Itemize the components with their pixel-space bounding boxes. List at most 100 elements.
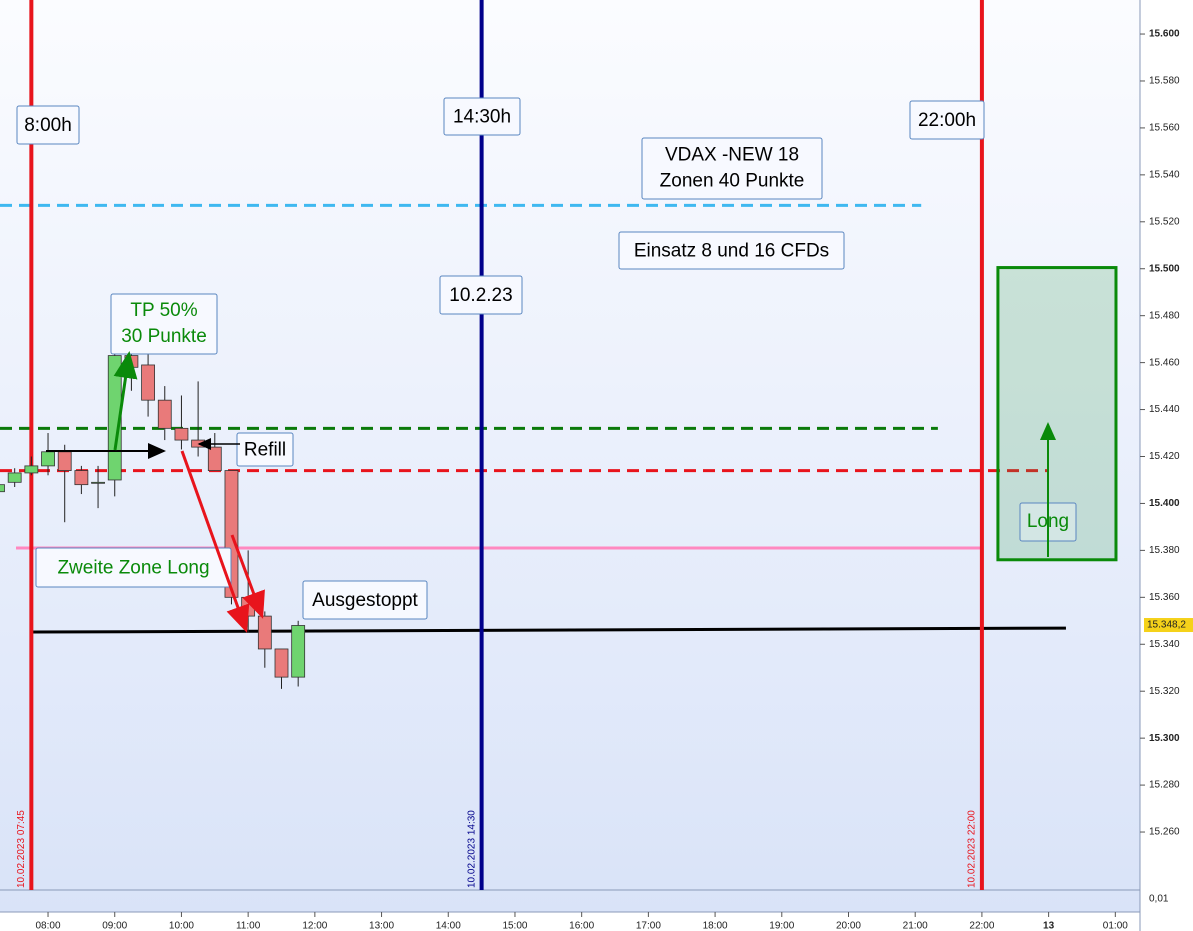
annotation-text: 30 Punkte xyxy=(121,326,207,347)
y-tick-label: 15.540 xyxy=(1149,169,1180,180)
annotation-box xyxy=(302,580,428,620)
annotation-box xyxy=(641,137,823,200)
y-tick-label: 15.460 xyxy=(1149,357,1180,368)
annotation-text: 8:00h xyxy=(24,115,72,136)
annotation-box xyxy=(439,275,523,315)
last-price-label: 15.348,2 xyxy=(1147,620,1186,631)
annotation: TP 50% 30 Punkte xyxy=(110,293,218,355)
session-label: 10.02.2023 14:30 xyxy=(466,810,477,888)
annotation: VDAX -NEW 18 Zonen 40 Punkte xyxy=(641,137,823,200)
y-tick-label: 15.560 xyxy=(1149,123,1180,134)
level-line xyxy=(32,626,1066,634)
y-tick-label: 15.360 xyxy=(1149,592,1180,603)
x-tick-label: 20:00 xyxy=(836,921,861,931)
x-tick-label: 18:00 xyxy=(703,921,728,931)
annotation-text: Zweite Zone Long xyxy=(57,558,209,579)
arrow xyxy=(113,351,138,451)
annotation-text: Zonen 40 Punkte xyxy=(660,171,805,192)
annotation-text: 22:00h xyxy=(918,110,976,131)
candle-body xyxy=(291,625,306,678)
annotation-text: Einsatz 8 und 16 CFDs xyxy=(634,241,829,262)
candle-body xyxy=(141,364,155,401)
annotation: Zweite Zone Long xyxy=(35,547,232,588)
annotation-box xyxy=(236,432,294,467)
annotation: Refill xyxy=(236,432,294,467)
annotation-box xyxy=(110,293,218,355)
annotation-box xyxy=(443,97,521,136)
y-tick-label: 15.500 xyxy=(1149,263,1180,274)
lower-pane-label: 0,01 xyxy=(1149,894,1169,905)
candle-body xyxy=(257,615,272,650)
last-price-tag xyxy=(1144,618,1193,633)
x-tick-label: 13:00 xyxy=(369,921,394,931)
annotation: 8:00h xyxy=(16,105,80,145)
annotation-text: VDAX -NEW 18 xyxy=(665,145,799,166)
y-tick-label: 15.340 xyxy=(1149,639,1180,650)
x-tick-label: 12:00 xyxy=(302,921,327,931)
axis-background xyxy=(0,912,1140,931)
candle-body xyxy=(57,451,72,471)
y-tick-label: 15.420 xyxy=(1149,451,1180,462)
annotations: 8:00h 14:30h 22:00h VDAX -NEW 18 Zonen 40 Pu… xyxy=(16,97,1077,620)
candle-body xyxy=(24,465,39,474)
annotation: 14:30h xyxy=(443,97,521,136)
y-tick-label: 15.580 xyxy=(1149,76,1180,87)
annotation-box xyxy=(16,105,80,145)
x-tick-label: 22:00 xyxy=(969,921,994,931)
annotation: 22:00h xyxy=(909,100,985,140)
annotation: Einsatz 8 und 16 CFDs xyxy=(618,231,845,270)
x-tick-label: 13 xyxy=(1043,921,1055,931)
x-tick-label: 14:00 xyxy=(436,921,461,931)
annotation: 10.2.23 xyxy=(439,275,523,315)
x-tick-label: 11:00 xyxy=(236,921,261,931)
annotation-text: TP 50% xyxy=(130,300,197,321)
candle-body xyxy=(0,484,5,493)
x-tick-label: 01:00 xyxy=(1103,921,1128,931)
axis-background xyxy=(1140,0,1193,931)
candle-body xyxy=(7,472,22,483)
y-tick-label: 15.440 xyxy=(1149,404,1180,415)
candle-body xyxy=(41,451,55,467)
x-tick-label: 10:00 xyxy=(169,921,194,931)
annotation-text: 14:30h xyxy=(453,107,511,128)
y-tick-label: 15.380 xyxy=(1149,545,1180,556)
annotation: Ausgestoppt xyxy=(302,580,428,620)
arrow xyxy=(180,450,250,633)
candle-body xyxy=(207,446,222,471)
x-tick-label: 16:00 xyxy=(569,921,594,931)
annotation-box xyxy=(618,231,845,270)
y-tick-label: 15.520 xyxy=(1149,216,1180,227)
annotation-text: Ausgestoppt xyxy=(312,590,418,611)
arrows xyxy=(46,351,1056,633)
candle-body xyxy=(74,470,89,486)
plot-background xyxy=(0,0,1140,912)
x-tick-label: 09:00 xyxy=(102,921,127,931)
x-tick-label: 21:00 xyxy=(903,921,928,931)
annotation-text: 10.2.23 xyxy=(449,285,512,306)
annotation-text: Refill xyxy=(244,440,286,461)
annotation-box xyxy=(909,100,985,140)
y-tick-label: 15.480 xyxy=(1149,310,1180,321)
y-tick-label: 15.300 xyxy=(1149,733,1180,744)
annotation-box xyxy=(35,547,232,588)
candle-body xyxy=(274,648,289,678)
session-label: 10.02.2023 07:45 xyxy=(16,810,27,888)
x-tick-label: 15:00 xyxy=(502,921,527,931)
x-tick-label: 19:00 xyxy=(769,921,794,931)
position-box xyxy=(996,266,1118,562)
candle-body xyxy=(157,399,172,429)
x-tick-label: 08:00 xyxy=(36,921,61,931)
candle-body xyxy=(174,427,189,441)
arrow xyxy=(230,534,265,619)
candle-body xyxy=(91,481,105,484)
y-tick-label: 15.400 xyxy=(1149,498,1180,509)
y-tick-label: 15.600 xyxy=(1149,29,1180,40)
y-tick-label: 15.320 xyxy=(1149,686,1180,697)
y-tick-label: 15.260 xyxy=(1149,827,1180,838)
y-tick-label: 15.280 xyxy=(1149,780,1180,791)
x-tick-label: 17:00 xyxy=(636,921,661,931)
session-label: 10.02.2023 22:00 xyxy=(967,810,978,888)
candle-body xyxy=(241,596,256,617)
